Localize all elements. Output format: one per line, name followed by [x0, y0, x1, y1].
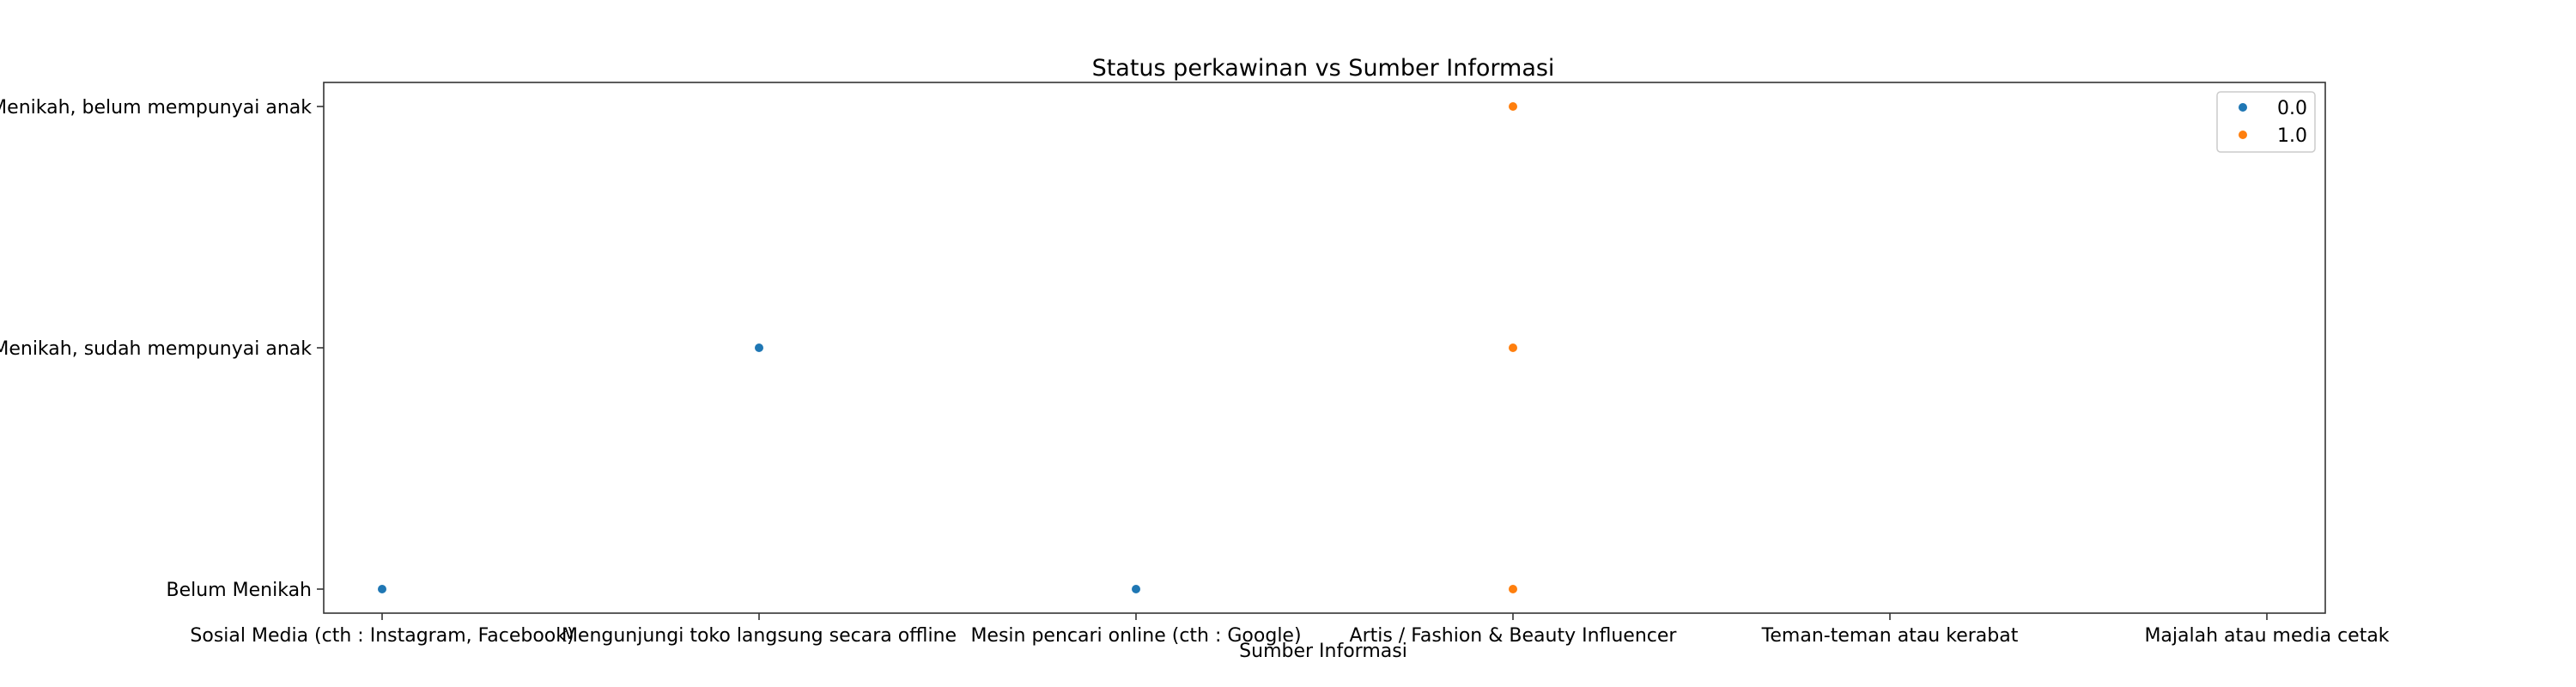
data-point: [1132, 585, 1140, 593]
x-tick-label: Teman-teman atau kerabat: [1761, 625, 2019, 647]
y-tick-label: Belum Menikah: [167, 580, 312, 601]
x-tick-label: Sosial Media (cth : Instagram, Facebook): [190, 625, 574, 647]
data-point: [1509, 102, 1517, 111]
data-point: [1509, 585, 1517, 593]
x-tick-label: Mengunjungi toko langsung secara offline: [562, 625, 957, 647]
legend: 0.01.0: [2216, 91, 2316, 153]
x-axis: Sosial Media (cth : Instagram, Facebook)…: [190, 613, 2390, 647]
legend-label: 1.0: [2277, 125, 2307, 147]
legend-marker: [2239, 131, 2247, 139]
plot-area: [323, 82, 2326, 614]
data-point: [378, 585, 386, 593]
x-axis-label: Sumber Informasi: [1239, 641, 1407, 662]
x-tick-label: Majalah atau media cetak: [2144, 625, 2389, 647]
x-tick-label: Artis / Fashion & Beauty Influencer: [1350, 625, 1678, 647]
y-axis: Belum Menikah Menikah, sudah mempunyai an…: [0, 97, 324, 601]
legend-marker: [2239, 103, 2247, 112]
y-tick-label: Menikah, belum mempunyai anak: [0, 97, 312, 119]
legend-label: 0.0: [2277, 98, 2307, 119]
chart-title: Status perkawinan vs Sumber Informasi: [1092, 55, 1555, 82]
data-points: [378, 102, 1517, 593]
y-tick-label: Menikah, sudah mempunyai anak: [0, 338, 312, 360]
x-tick-label: Mesin pencari online (cth : Google): [970, 625, 1301, 647]
data-point: [1509, 344, 1517, 352]
data-point: [755, 344, 763, 352]
